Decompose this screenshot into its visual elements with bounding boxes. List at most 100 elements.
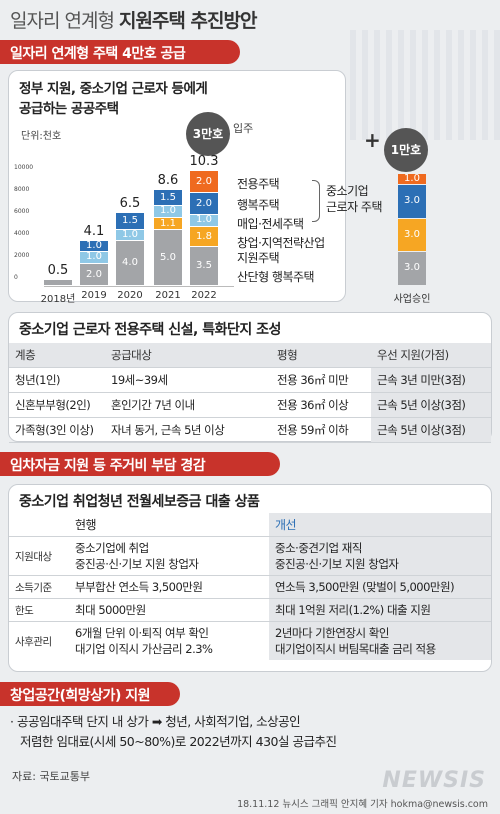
stacked-bar-chart: 10000 8000 6000 4000 2000 0 2018년 0.5 2.0 1… bbox=[0, 0, 500, 330]
bar-segment: 3.0 bbox=[398, 252, 426, 285]
loan-panel-title: 중소기업 취업청년 전월세보증금 대출 상품 bbox=[19, 494, 260, 510]
x-tick-label: 2019 bbox=[81, 290, 107, 301]
table-row: 사후관리 6개월 단위 이·퇴직 여부 확인 대기업 이직시 가산금리 2.3% … bbox=[9, 621, 491, 660]
cell: 전용 59㎡ 이하 bbox=[277, 423, 349, 437]
cell-current: 부부합산 연소득 3,500만원 bbox=[75, 580, 203, 594]
cell: 가족형(3인 이상) bbox=[15, 423, 94, 437]
cell: 근속 3년 미만(3점) bbox=[371, 367, 491, 393]
bar-segment: 1.8 bbox=[190, 226, 218, 246]
y-tick: 10000 bbox=[14, 164, 34, 171]
bar-segment: 1.5 bbox=[116, 213, 144, 229]
bar-segment: 1.0 bbox=[80, 252, 108, 263]
x-tick-label: 사업승인 bbox=[393, 294, 431, 305]
bar-total-label: 8.6 bbox=[157, 172, 179, 188]
legend-industrial: 산단형 행복주택 bbox=[237, 270, 315, 284]
bar-total-label: 0.5 bbox=[47, 263, 69, 279]
bar-segment: 3.0 bbox=[398, 185, 426, 218]
table-row: 청년(1인) 19세~39세 전용 36㎡ 미만 근속 3년 미만(3점) bbox=[9, 367, 491, 393]
cell-new: 2년마다 기한연장시 확인 대기업이직시 버팀목대출 금리 적용 bbox=[269, 621, 491, 660]
bubble-30k-suffix: 입주 bbox=[233, 122, 254, 135]
section-bar-rent: 임차자금 지원 등 주거비 부담 경감 bbox=[0, 452, 280, 476]
chart-panel-title: 정부 지원, 중소기업 근로자 등에게 공급하는 공공주택 bbox=[19, 81, 208, 117]
cell: 전용 36㎡ 미만 bbox=[277, 373, 349, 387]
row-label: 사후관리 bbox=[15, 635, 52, 648]
bar-segment: 1.0 bbox=[154, 206, 182, 217]
table-row: 신혼부부형(2인) 혼인기간 7년 이내 전용 36㎡ 이상 근속 5년 이상(… bbox=[9, 392, 491, 418]
dedicated-housing-table: 계층 공급대상 평형 우선 지원(가점) 청년(1인) 19세~39세 전용 3… bbox=[9, 343, 491, 443]
cell-current: 최대 5000만원 bbox=[75, 603, 146, 617]
row-label: 지원대상 bbox=[15, 550, 52, 563]
bar-segment: 1.0 bbox=[80, 240, 108, 252]
dedicated-housing-panel: 중소기업 근로자 전용주택 신설, 특화단지 조성 계층 공급대상 평형 우선 … bbox=[8, 312, 492, 443]
cell-new: 최대 1억원 저리(1.2%) 대출 지원 bbox=[269, 598, 491, 622]
loan-table: 현행 개선 지원대상 중소기업에 취업 중진공·신·기보 지원 창업자 중소·중견… bbox=[9, 513, 491, 660]
x-tick-label: 2018년 bbox=[40, 294, 76, 305]
unit-label: 단위:천호 bbox=[21, 131, 62, 142]
y-tick: 6000 bbox=[14, 208, 30, 215]
dedicated-housing-title: 중소기업 근로자 전용주택 신설, 특화단지 조성 bbox=[19, 322, 281, 338]
startup-description: · 공공임대주택 단지 내 상가 ➡ 청년, 사회적기업, 소상공인 저렴한 임… bbox=[10, 714, 337, 749]
plus-icon: + bbox=[364, 128, 381, 152]
table-row: 한도 최대 5000만원 최대 1억원 저리(1.2%) 대출 지원 bbox=[9, 598, 491, 622]
legend-brace bbox=[312, 180, 320, 222]
cell-new: 연소득 3,500만원 (맞벌이 5,000만원) bbox=[269, 575, 491, 599]
section-bar-startup: 창업공간(희망상가) 지원 bbox=[0, 682, 180, 706]
baseline bbox=[44, 286, 234, 287]
table-row: 지원대상 중소기업에 취업 중진공·신·기보 지원 창업자 중소·중견기업 재직 중… bbox=[9, 536, 491, 576]
background-building-decoration bbox=[350, 30, 500, 140]
cell: 19세~39세 bbox=[111, 373, 168, 387]
cell: 자녀 동거, 근속 5년 이상 bbox=[111, 423, 225, 437]
bar-segment: 2.0 bbox=[190, 193, 218, 215]
legend-brace-label: 중소기업 근로자 주택 bbox=[326, 184, 383, 214]
page-title: 일자리 연계형 지원주택 추진방안 bbox=[10, 10, 257, 32]
table-row: 소득기준 부부합산 연소득 3,500만원 연소득 3,500만원 (맞벌이 5… bbox=[9, 575, 491, 599]
x-tick-label: 2021 bbox=[155, 290, 181, 301]
bar-total-label: 6.5 bbox=[119, 196, 141, 212]
y-tick: 0 bbox=[14, 274, 18, 281]
y-tick: 8000 bbox=[14, 186, 30, 193]
x-tick-label: 2020 bbox=[117, 290, 143, 301]
source-label: 자료: 국토교통부 bbox=[12, 770, 91, 783]
table-row: 가족형(3인 이상) 자녀 동거, 근속 5년 이상 전용 59㎡ 이하 근속 … bbox=[9, 417, 491, 443]
cell: 근속 5년 이상(3점) bbox=[371, 392, 491, 418]
bar-segment: 3.5 bbox=[190, 246, 218, 285]
bar-segment: 1.0 bbox=[190, 215, 218, 226]
cell-current: 6개월 단위 이·퇴직 여부 확인 대기업 이직시 가산금리 2.3% bbox=[75, 626, 213, 656]
bar-segment: 1.0 bbox=[398, 173, 426, 185]
x-tick-label: 2022 bbox=[191, 290, 217, 301]
bar-segment: 2.0 bbox=[80, 263, 108, 285]
col-header: 공급대상 bbox=[105, 343, 271, 368]
bar-segment: 1.5 bbox=[154, 189, 182, 206]
bar-total-label: 4.1 bbox=[83, 224, 105, 240]
legend-happy: 행복주택 bbox=[237, 198, 280, 212]
bubble-10k: 1만호 bbox=[384, 128, 428, 172]
col-header: 평형 bbox=[271, 343, 371, 368]
bar-segment: 4.0 bbox=[116, 241, 144, 285]
legend-startup: 창업·지역전략산업 bbox=[237, 236, 325, 250]
cell-current: 중소기업에 취업 중진공·신·기보 지원 창업자 bbox=[75, 541, 199, 571]
bar-segment: 1.1 bbox=[154, 217, 182, 229]
section-bar-housing: 일자리 연계형 주택 4만호 공급 bbox=[0, 40, 240, 64]
table-header-row: 계층 공급대상 평형 우선 지원(가점) bbox=[9, 343, 491, 368]
cell: 신혼부부형(2인) bbox=[15, 398, 91, 412]
newsis-logo: NEWSIS bbox=[382, 768, 486, 793]
bar-total-label: 10.3 bbox=[189, 153, 219, 169]
y-tick: 4000 bbox=[14, 230, 30, 237]
col-header: 계층 bbox=[9, 343, 105, 368]
cell: 근속 5년 이상(3점) bbox=[371, 417, 491, 443]
col-current: 현행 bbox=[75, 518, 97, 532]
table-header-row: 현행 개선 bbox=[9, 513, 491, 537]
y-tick: 2000 bbox=[14, 252, 30, 259]
bubble-30k: 3만호 bbox=[186, 112, 230, 156]
bar-segment: 5.0 bbox=[154, 230, 182, 285]
legend-dedicated: 전용주택 bbox=[237, 177, 280, 191]
bar-segment: 3.0 bbox=[398, 218, 426, 252]
credit-label: 18.11.12 뉴시스 그래픽 안지혜 기자 hokma@newsis.com bbox=[237, 799, 488, 810]
bar-segment: 2.0 bbox=[190, 170, 218, 193]
row-label: 소득기준 bbox=[15, 581, 52, 594]
cell: 혼인기간 7년 이내 bbox=[111, 398, 195, 412]
bar-segment bbox=[44, 280, 72, 285]
col-new: 개선 bbox=[269, 513, 491, 537]
col-header: 우선 지원(가점) bbox=[371, 343, 491, 368]
bar-segment: 1.0 bbox=[116, 229, 144, 241]
